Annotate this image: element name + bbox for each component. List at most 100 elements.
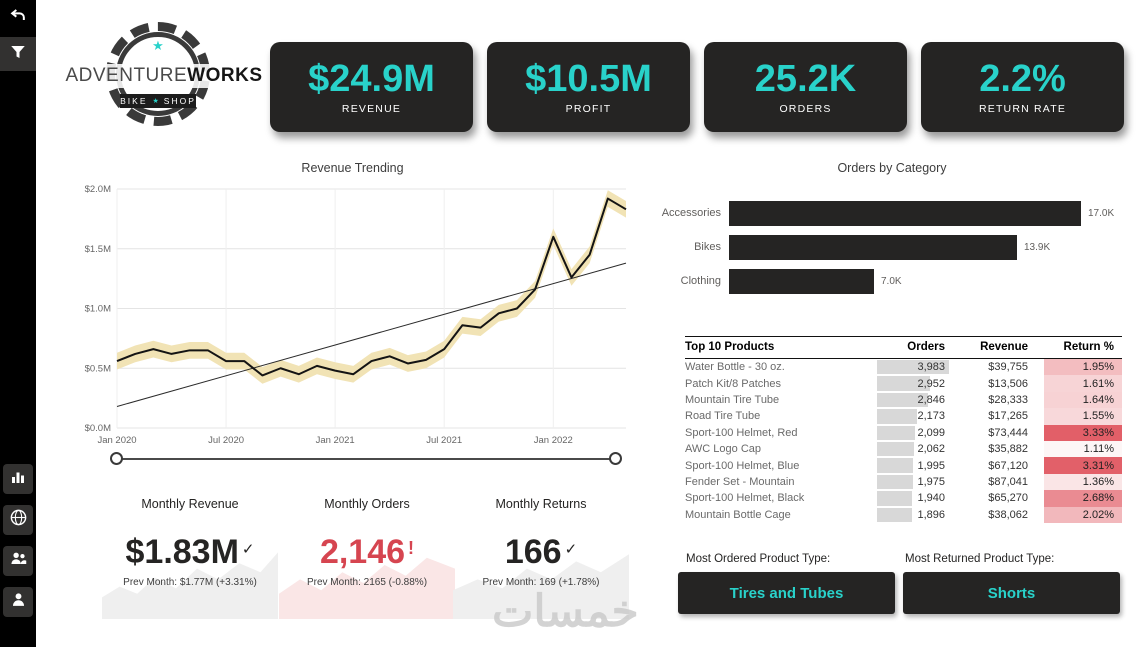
category-bar[interactable]: [729, 200, 1081, 226]
most-ordered-value-card[interactable]: Tires and Tubes: [678, 572, 895, 614]
profile-page-button[interactable]: [3, 587, 33, 617]
header-products[interactable]: Top 10 Products: [685, 341, 775, 353]
overview-page-button[interactable]: [3, 464, 33, 494]
orders-databar: [877, 392, 929, 408]
revenue-cell: $73,444: [988, 426, 1028, 439]
table-row[interactable]: Sport-100 Helmet, Red 2,099 $73,444 3.33%: [685, 424, 1122, 441]
header-orders[interactable]: Orders: [907, 341, 945, 353]
returns-sparkline: [453, 547, 629, 619]
svg-text:Jan 2022: Jan 2022: [534, 435, 573, 446]
category-bar-row: Bikes 13.9K: [657, 230, 1132, 264]
slider-handle-start[interactable]: [110, 452, 123, 465]
revenue-cell: $13,506: [988, 377, 1028, 390]
card-prev-month: Prev Month: 169 (+1.78%): [482, 577, 600, 588]
product-name-cell: Sport-100 Helmet, Blue: [685, 459, 800, 472]
return-cell: 1.61%: [1044, 375, 1122, 392]
card-value: $1.83M: [125, 533, 239, 571]
ribbon-bike-label: BIKE: [120, 96, 148, 106]
table-row[interactable]: Mountain Bottle Cage 1,896 $38,062 2.02%: [685, 506, 1122, 523]
back-icon: [8, 5, 28, 30]
orders-cell: 1,995: [877, 457, 949, 473]
orders-databar: [877, 474, 913, 490]
return-cell: 1.55%: [1044, 408, 1122, 425]
card-value: 166: [504, 533, 562, 571]
orders-sparkline: [279, 547, 455, 619]
return-cell: 2.02%: [1044, 506, 1122, 523]
revenue-trending-plot[interactable]: $0.0M $0.5M $1.0M $1.5M $2.0M Jan 2020 Jul 202…: [65, 176, 640, 448]
orders-cell: 1,940: [877, 490, 949, 506]
category-label: Bikes: [694, 241, 721, 253]
category-value-label: 17.0K: [1088, 207, 1115, 219]
slider-handle-end[interactable]: [609, 452, 622, 465]
table-row[interactable]: Sport-100 Helmet, Blue 1,995 $67,120 3.31%: [685, 457, 1122, 474]
orders-cell: 2,099: [877, 425, 949, 441]
slider-track[interactable]: [117, 458, 615, 460]
customers-page-button[interactable]: [3, 546, 33, 576]
orders-databar: [877, 491, 913, 506]
kpi-card-return-rate: 2.2% RETURN RATE: [921, 42, 1124, 132]
orders-cell: 2,173: [877, 408, 949, 424]
monthly-returns-card: Monthly Returns 166 ✓ Prev Month: 169 (+1…: [453, 497, 629, 619]
table-row[interactable]: Patch Kit/8 Patches 2,952 $13,506 1.61%: [685, 375, 1122, 392]
most-returned-value-card[interactable]: Shorts: [903, 572, 1120, 614]
table-row[interactable]: Fender Set - Mountain 1,975 $87,041 1.36%: [685, 473, 1122, 491]
orders-databar: [877, 441, 915, 457]
revenue-cell: $65,270: [988, 492, 1028, 505]
top-products-table: Top 10 Products Orders Revenue Return % …: [685, 336, 1122, 523]
back-button[interactable]: [0, 0, 36, 34]
return-cell: 3.31%: [1044, 457, 1122, 474]
star-icon: ★: [152, 38, 164, 53]
orders-databar: [877, 360, 949, 375]
card-prev-month: Prev Month: $1.77M (+3.31%): [123, 577, 257, 588]
category-bar[interactable]: [729, 234, 1017, 260]
person-icon: [9, 590, 28, 614]
orders-cell: 1,975: [877, 474, 949, 490]
category-label: Clothing: [680, 275, 721, 287]
product-name-cell: Road Tire Tube: [685, 410, 761, 423]
svg-text:Jan 2020: Jan 2020: [97, 435, 136, 446]
orders-databar: [877, 425, 916, 440]
filter-button[interactable]: [0, 37, 36, 71]
revenue-cell: $38,062: [988, 508, 1028, 521]
product-name-cell: Mountain Bottle Cage: [685, 508, 791, 521]
card-prev-month: Prev Month: 2165 (-0.88%): [306, 577, 428, 588]
kpi-value: 2.2%: [979, 57, 1066, 100]
return-cell: 2.68%: [1044, 490, 1122, 507]
table-row[interactable]: Mountain Tire Tube 2,846 $28,333 1.64%: [685, 391, 1122, 409]
category-bar[interactable]: [729, 268, 874, 294]
product-name-cell: Patch Kit/8 Patches: [685, 377, 781, 390]
orders-databar: [877, 409, 917, 424]
revenue-cell: $28,333: [988, 393, 1028, 406]
kpi-label: ORDERS: [779, 102, 832, 115]
table-row[interactable]: AWC Logo Cap 2,062 $35,882 1.11%: [685, 440, 1122, 458]
kpi-card-revenue: $24.9M REVENUE: [270, 42, 473, 132]
monthly-orders-card: Monthly Orders 2,146! Prev Month: 2165 (…: [279, 497, 455, 619]
kpi-value: $24.9M: [308, 57, 435, 100]
sidebar-page-nav: [0, 464, 36, 617]
table-row[interactable]: Sport-100 Helmet, Black 1,940 $65,270 2.68%: [685, 490, 1122, 507]
nav-sidebar: [0, 0, 36, 647]
category-value-label: 7.0K: [881, 275, 902, 287]
adventureworks-logo: ★ ADVENTUREWORKS BIKE ★ SHOP: [58, 18, 270, 143]
star-icon: ★: [152, 98, 159, 105]
table-header: Top 10 Products Orders Revenue Return %: [685, 336, 1122, 359]
revenue-cell: $67,120: [988, 459, 1028, 472]
brand-name: ADVENTUREWORKS: [58, 64, 270, 88]
date-range-slider[interactable]: [110, 451, 622, 468]
filter-icon: [9, 43, 27, 66]
geography-page-button[interactable]: [3, 505, 33, 535]
svg-text:$1.5M: $1.5M: [85, 244, 111, 255]
product-name-cell: Water Bottle - 30 oz.: [685, 361, 785, 374]
card-title: Monthly Revenue: [141, 497, 239, 511]
brand-name-light: ADVENTURE: [65, 65, 188, 86]
kpi-label: RETURN RATE: [978, 102, 1067, 115]
kpi-value: $10.5M: [525, 57, 652, 100]
orders-cell: 2,846: [877, 392, 949, 408]
header-return[interactable]: Return %: [1063, 341, 1114, 353]
table-row[interactable]: Road Tire Tube 2,173 $17,265 1.55%: [685, 408, 1122, 425]
table-row[interactable]: Water Bottle - 30 oz. 3,983 $39,755 1.95%: [685, 359, 1122, 376]
return-cell: 1.36%: [1044, 473, 1122, 491]
most-returned-label: Most Returned Product Type:: [905, 553, 1055, 565]
header-revenue[interactable]: Revenue: [980, 341, 1028, 353]
